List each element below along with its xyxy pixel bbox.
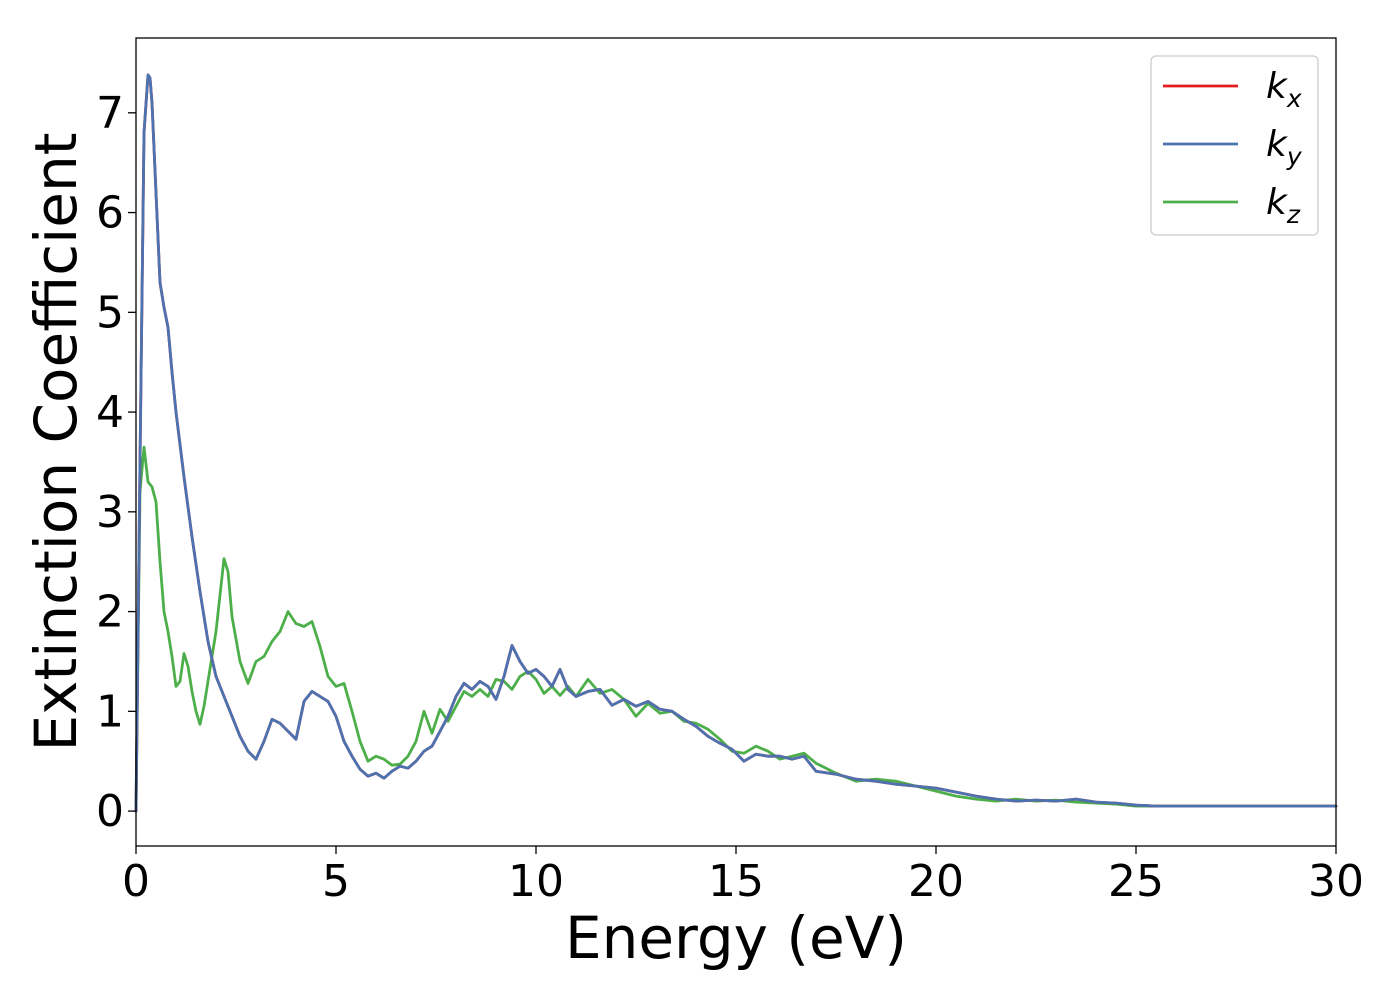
x-axis-ticks: 0 5 10 15 20 25 30 [122, 846, 1364, 907]
legend-subscript: x [1286, 84, 1302, 113]
y-tick-label: 1 [96, 686, 124, 737]
x-tick-label: 5 [322, 856, 350, 907]
x-tick-label: 10 [508, 856, 564, 907]
legend-subscript: y [1286, 142, 1303, 171]
y-axis-ticks: 0 1 2 3 4 5 6 7 [96, 88, 136, 837]
x-axis-title: Energy (eV) [565, 904, 907, 972]
y-tick-label: 5 [96, 287, 124, 338]
legend-frame [1150, 55, 1319, 236]
x-tick-label: 20 [908, 856, 964, 907]
y-tick-label: 4 [96, 387, 124, 438]
y-axis-title: Extinction Coefficient [22, 133, 90, 752]
x-tick-label: 30 [1308, 856, 1364, 907]
x-tick-label: 25 [1108, 856, 1164, 907]
series-line-kz [134, 445, 1338, 813]
legend-subscript: z [1286, 200, 1301, 229]
y-tick-label: 0 [96, 786, 124, 837]
y-tick-label: 2 [96, 587, 124, 638]
y-tick-label: 6 [96, 188, 124, 239]
x-tick-label: 0 [122, 856, 150, 907]
y-tick-label: 7 [96, 88, 124, 139]
series-line-ky [134, 73, 1338, 813]
x-tick-label: 15 [708, 856, 764, 907]
series-layer [134, 73, 1338, 813]
y-tick-label: 3 [96, 487, 124, 538]
